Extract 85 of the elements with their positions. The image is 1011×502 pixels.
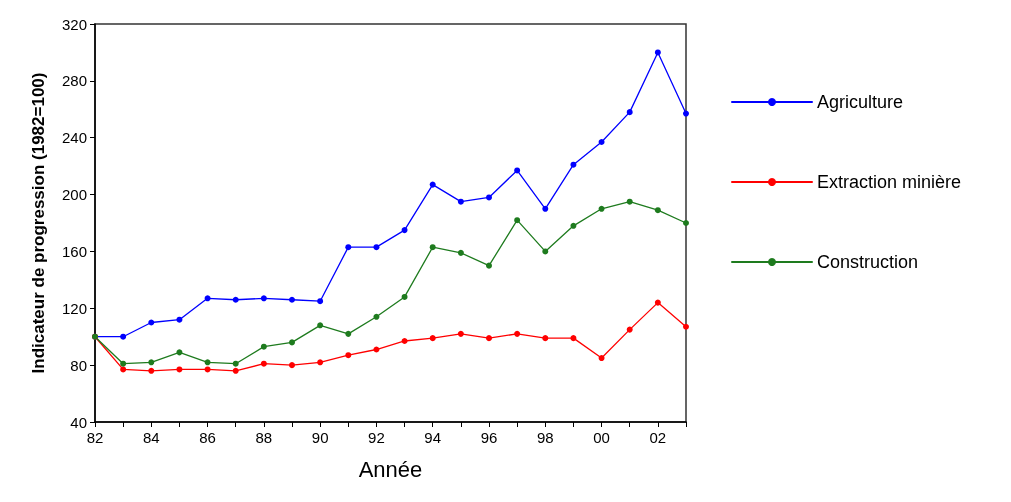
point	[401, 293, 408, 300]
x-axis-title: Année	[358, 456, 423, 482]
legend-label: Construction	[817, 252, 919, 272]
legend-label: Extraction minière	[817, 172, 962, 192]
point	[654, 207, 661, 214]
x-tick-label: 96	[480, 429, 498, 446]
point	[317, 298, 324, 305]
y-tick-label: 280	[61, 72, 87, 90]
point	[345, 244, 352, 251]
x-tick-label: 84	[142, 429, 160, 446]
point	[654, 49, 661, 56]
y-tick-label: 240	[61, 129, 87, 147]
y-tick-label: 40	[70, 413, 87, 431]
point	[120, 366, 127, 373]
point	[260, 295, 267, 302]
y-tick-label: 320	[61, 15, 87, 33]
point	[514, 217, 521, 224]
point	[626, 109, 633, 116]
point	[457, 330, 464, 337]
point	[289, 339, 295, 346]
point	[542, 205, 549, 212]
point	[514, 167, 521, 174]
point	[373, 346, 380, 353]
point	[373, 244, 380, 251]
point	[289, 296, 295, 303]
legend-label: Agriculture	[817, 92, 904, 112]
point	[626, 198, 633, 205]
point	[654, 299, 661, 306]
x-tick-label: 02	[649, 429, 667, 446]
y-tick-label: 120	[61, 299, 87, 317]
point	[401, 337, 408, 344]
point	[232, 367, 239, 374]
point	[429, 244, 436, 251]
x-tick-label: 00	[593, 429, 610, 446]
point	[345, 330, 352, 337]
point	[232, 360, 239, 367]
point	[289, 362, 295, 369]
x-tick-label: 98	[536, 429, 554, 446]
point	[373, 313, 380, 320]
point	[598, 205, 605, 212]
point	[176, 366, 183, 373]
point	[148, 359, 155, 366]
x-tick-label: 82	[86, 429, 104, 446]
x-tick-label: 90	[311, 429, 329, 446]
point	[260, 360, 267, 367]
point	[514, 330, 521, 337]
point	[317, 359, 324, 366]
point	[486, 262, 492, 269]
point	[204, 295, 211, 302]
point	[598, 355, 605, 362]
point	[486, 194, 492, 201]
point	[486, 335, 492, 342]
point	[683, 110, 689, 117]
point	[429, 181, 436, 188]
point	[683, 220, 689, 226]
x-tick-label: 94	[424, 429, 442, 446]
x-tick-label: 86	[199, 429, 216, 446]
point	[683, 323, 689, 330]
point	[429, 335, 436, 342]
point	[401, 227, 408, 234]
point	[232, 296, 239, 303]
x-tick-label: 92	[368, 429, 385, 446]
point	[570, 335, 577, 342]
point	[598, 138, 605, 145]
point	[570, 222, 577, 229]
point	[345, 352, 352, 359]
point	[176, 316, 183, 323]
y-tick-label: 160	[61, 242, 87, 260]
point	[204, 359, 211, 366]
point	[148, 367, 155, 374]
point	[204, 366, 211, 373]
point	[457, 249, 464, 256]
point	[317, 322, 324, 329]
point	[570, 161, 577, 168]
point	[260, 343, 267, 350]
point	[626, 326, 633, 333]
x-tick-label: 88	[255, 429, 273, 446]
point	[457, 198, 464, 205]
y-tick-label: 80	[70, 356, 87, 374]
point	[120, 360, 127, 367]
point	[176, 349, 183, 356]
y-axis-title: Indicateur de progression (1982=100)	[29, 72, 48, 374]
point	[542, 335, 549, 342]
point	[120, 333, 127, 340]
y-tick-label: 200	[61, 186, 87, 204]
